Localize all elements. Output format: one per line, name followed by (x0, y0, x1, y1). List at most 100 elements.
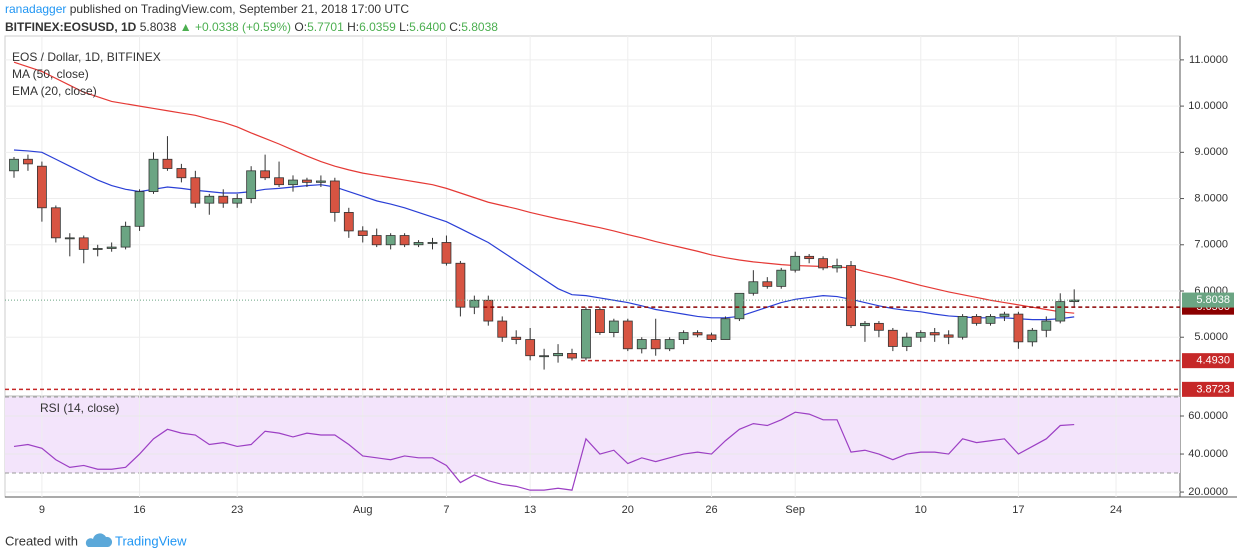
candle-body (595, 309, 605, 333)
footer-brand[interactable]: TradingView (115, 533, 187, 548)
candle-body (329, 180, 340, 213)
candle-body (832, 265, 842, 269)
x-tick-label: 20 (622, 504, 634, 516)
candle-body (148, 158, 159, 193)
candle-body (929, 332, 940, 336)
candle-body (692, 332, 703, 336)
candle-body (441, 242, 452, 264)
candle-body (218, 195, 229, 204)
candle-body (120, 225, 131, 248)
candle-body (23, 158, 33, 165)
candle-body (288, 179, 298, 186)
y-tick-label: 60.0000 (1188, 410, 1228, 422)
change: ▲ +0.0338 (+0.59%) (179, 20, 292, 34)
x-tick-label: 13 (524, 504, 536, 516)
candle-body (427, 242, 438, 244)
candle-body (985, 316, 996, 324)
candle-body (64, 237, 75, 240)
candle-body (134, 191, 145, 227)
candle-body (343, 212, 354, 232)
x-tick-label: Sep (785, 504, 805, 516)
ohlc-value: 6.0359 (359, 20, 396, 34)
x-tick-label: 7 (443, 504, 449, 516)
y-tick-label: 7.0000 (1194, 239, 1228, 251)
candle-body (455, 262, 466, 308)
candle-body (371, 235, 382, 246)
ohlc-value: 5.6400 (409, 20, 446, 34)
indicator-line (13, 149, 1075, 321)
rsi-band (5, 397, 1180, 474)
header-line1: ranadagger published on TradingView.com,… (5, 0, 498, 18)
candle-body (190, 177, 201, 204)
published: published on TradingView.com, September … (66, 2, 410, 16)
candle-body (636, 339, 647, 350)
candle-body (1013, 313, 1024, 343)
candle-body (818, 258, 828, 269)
ohlc-key: O: (294, 20, 308, 34)
candle-body (734, 292, 745, 320)
candle-body (204, 195, 215, 204)
chart-title: EOS / Dollar, 1D, BITFINEX (12, 50, 161, 64)
ohlc-key: L: (399, 20, 410, 34)
symbol: BITFINEX:EOSUSD, 1D (5, 20, 137, 34)
candle-body (971, 316, 982, 324)
candle-body (302, 179, 312, 183)
candle-body (176, 168, 187, 179)
last-price-label: 5.8038 (1196, 294, 1230, 306)
candle-body (650, 339, 661, 350)
candle-body (37, 165, 47, 209)
y-tick-label: 20.0000 (1188, 486, 1228, 498)
change-value: +0.0338 (+0.59%) (194, 20, 292, 34)
level-label-bg (1182, 381, 1234, 397)
candle-body (915, 332, 926, 338)
candle-body (539, 355, 549, 358)
x-tick-label: 17 (1012, 504, 1024, 516)
legend-entry: EMA (20, close) (12, 84, 97, 98)
candle-body (762, 281, 773, 287)
candle-body (720, 318, 731, 340)
candle-body (1069, 299, 1080, 303)
ohlc-key: C: (449, 20, 462, 34)
candle-body (9, 158, 19, 172)
ohlc-value: 5.7701 (307, 20, 344, 34)
candle-body (887, 329, 898, 347)
tv-logo (85, 533, 113, 547)
candle-body (943, 334, 954, 338)
candle-body (748, 281, 759, 294)
candle-body (232, 198, 243, 204)
candle-body (846, 265, 856, 327)
candle-body (315, 180, 326, 183)
candle-body (162, 158, 173, 169)
candle-body (706, 334, 717, 340)
candle-body (92, 248, 103, 250)
candle-body (246, 170, 257, 199)
level-label: 4.4930 (1196, 355, 1230, 367)
y-tick-label: 8.0000 (1194, 192, 1228, 204)
ohlc-key: H: (347, 20, 360, 34)
x-tick-label: 10 (915, 504, 927, 516)
candle-body (260, 170, 271, 179)
candle-body (776, 269, 787, 287)
author[interactable]: ranadagger (5, 2, 67, 16)
x-tick-label: 26 (705, 504, 717, 516)
candle-body (399, 235, 410, 246)
candle-body (874, 322, 884, 331)
candle-body (860, 322, 870, 327)
candle-body (957, 316, 968, 338)
header: ranadagger published on TradingView.com,… (5, 0, 498, 36)
candle-body (901, 336, 912, 347)
candle-body (581, 309, 591, 359)
candle-body (525, 339, 536, 357)
header-line2: BITFINEX:EOSUSD, 1D 5.8038 ▲ +0.0338 (+0… (5, 18, 498, 36)
x-tick-label: 24 (1110, 504, 1122, 516)
candle-body (1041, 320, 1052, 331)
y-tick-label: 5.0000 (1194, 331, 1228, 343)
y-tick-label: 10.0000 (1188, 100, 1228, 112)
candle-body (483, 299, 494, 322)
candle-body (511, 336, 522, 340)
candle-body (497, 320, 508, 338)
rsi-title: RSI (14, close) (40, 401, 119, 415)
x-tick-label: Aug (353, 504, 373, 516)
price: 5.8038 (139, 20, 177, 34)
